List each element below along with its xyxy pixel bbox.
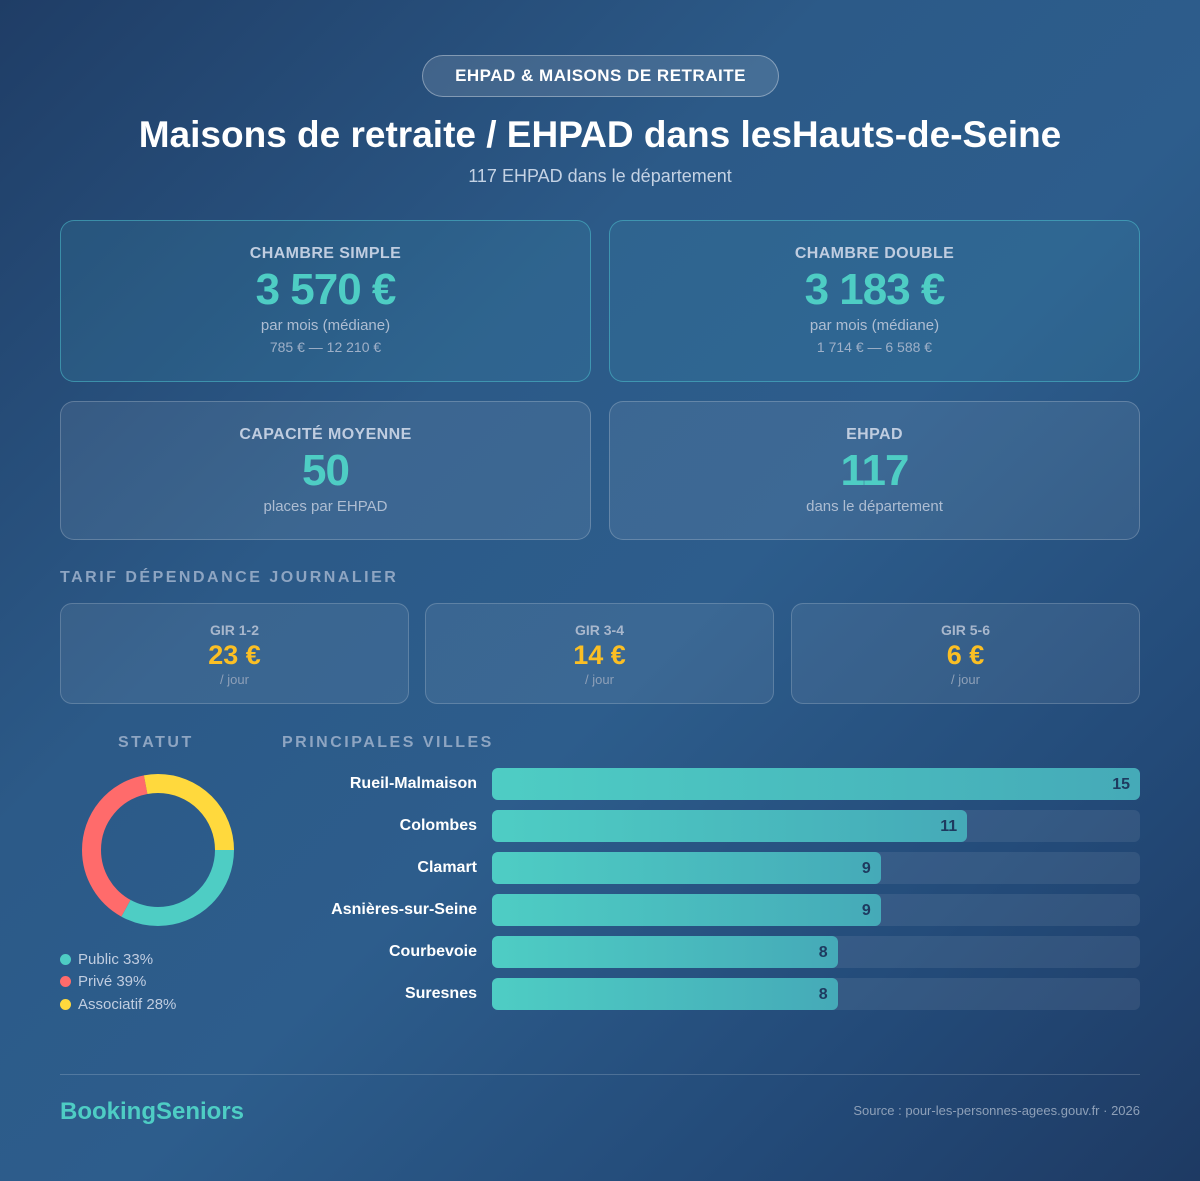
bar-label: Asnières-sur-Seine [331, 901, 477, 918]
bar-track: 11 [492, 810, 1140, 842]
source-text: Source : pour-les-personnes-agees.gouv.f… [853, 1103, 1140, 1118]
gir-label: GIR 1-2 [209, 622, 259, 638]
bar-label: Courbevoie [388, 943, 477, 960]
legend-item: Privé 39% [60, 971, 176, 994]
bar: 9 [492, 894, 881, 926]
bar-value-label: 9 [861, 902, 871, 919]
card-sub: par mois (médiane) [809, 317, 940, 334]
card-chambre-simple: CHAMBRE SIMPLE 3 570 € par mois (médiane… [60, 220, 591, 382]
category-badge: EHPAD & MAISONS DE RETRAITE [422, 55, 779, 97]
bar-track: 9 [492, 894, 1140, 926]
card-value: 117 [840, 446, 910, 495]
villes-title: PRINCIPALES VILLES [282, 734, 494, 751]
tarif-section-title: TARIF DÉPENDANCE JOURNALIER [60, 569, 399, 586]
footer-divider [60, 1074, 1140, 1075]
bar-value-label: 15 [1112, 776, 1130, 793]
bar-row: Asnières-sur-Seine 9 [280, 894, 1140, 926]
legend-label: Public 33% [78, 950, 154, 968]
bar-row: Courbevoie 8 [280, 936, 1140, 968]
card-capacite: CAPACITÉ MOYENNE 50 places par EHPAD [60, 401, 591, 540]
gir-value: 6 € [946, 640, 985, 670]
bar: 11 [492, 810, 968, 842]
bar-row: Suresnes 8 [280, 978, 1140, 1010]
card-value: 3 183 € [804, 265, 946, 314]
legend-dot [60, 953, 71, 965]
card-chambre-double: CHAMBRE DOUBLE 3 183 € par mois (médiane… [609, 220, 1140, 382]
brand-logo: BookingSeniors [60, 1098, 245, 1125]
bar-track: 8 [492, 936, 1140, 968]
bar-row: Rueil-Malmaison 15 [280, 768, 1140, 800]
legend-dot [60, 998, 71, 1010]
bar-track: 15 [492, 768, 1140, 800]
card-label: EHPAD [846, 426, 903, 443]
donut-slice-associatif [82, 774, 234, 926]
bar: 8 [492, 978, 838, 1010]
bar-row: Colombes 11 [280, 810, 1140, 842]
bar-value-label: 9 [861, 860, 871, 877]
card-sub: dans le département [806, 498, 943, 515]
card-label: CHAMBRE DOUBLE [794, 245, 955, 262]
bar-value-label: 8 [818, 986, 828, 1003]
statut-title: STATUT [118, 734, 194, 751]
card-sub: places par EHPAD [263, 498, 388, 515]
gir-card: GIR 3-4 14 € / jour [425, 603, 774, 704]
gir-label: GIR 5-6 [940, 622, 990, 638]
card-ehpad-count: EHPAD 117 dans le département [609, 401, 1140, 540]
legend-item: Public 33% [60, 948, 176, 971]
bar-track: 9 [492, 852, 1140, 884]
card-range: 1 714 € — 6 588 € [816, 339, 933, 355]
page-subtitle: 117 EHPAD dans le département [468, 166, 732, 186]
bar-track: 8 [492, 978, 1140, 1010]
statut-legend: Public 33% Privé 39% Associatif 28% [60, 948, 176, 1016]
bar-row: Clamart 9 [280, 852, 1140, 884]
card-label: CAPACITÉ MOYENNE [239, 426, 412, 443]
card-range: 785 € — 12 210 € [269, 339, 382, 355]
bar-value-label: 11 [940, 818, 958, 835]
card-sub: par mois (médiane) [260, 317, 391, 334]
gir-unit: / jour [220, 672, 249, 687]
donut-slice-privé [82, 774, 234, 926]
bar: 15 [492, 768, 1140, 800]
page-title: Maisons de retraite / EHPAD dans lesHaut… [138, 114, 1062, 155]
gir-unit: / jour [585, 672, 614, 687]
bar-label: Rueil-Malmaison [349, 775, 477, 792]
legend-dot [60, 976, 71, 988]
gir-card: GIR 1-2 23 € / jour [60, 603, 409, 704]
card-value: 50 [302, 446, 350, 495]
bar-label: Colombes [399, 817, 477, 834]
card-value: 3 570 € [255, 265, 397, 314]
legend-item: Associatif 28% [60, 993, 176, 1016]
gir-label: GIR 3-4 [574, 622, 624, 638]
statut-donut-chart [82, 774, 234, 926]
gir-value: 14 € [573, 640, 626, 670]
gir-value: 23 € [208, 640, 261, 670]
legend-label: Associatif 28% [78, 995, 177, 1013]
bar-value-label: 8 [818, 944, 828, 961]
bar-label: Clamart [417, 859, 477, 876]
bar-label: Suresnes [404, 985, 477, 1002]
bar: 9 [492, 852, 881, 884]
gir-card: GIR 5-6 6 € / jour [791, 603, 1140, 704]
gir-unit: / jour [951, 672, 980, 687]
bar: 8 [492, 936, 838, 968]
card-label: CHAMBRE SIMPLE [249, 245, 402, 262]
legend-label: Privé 39% [78, 973, 147, 991]
